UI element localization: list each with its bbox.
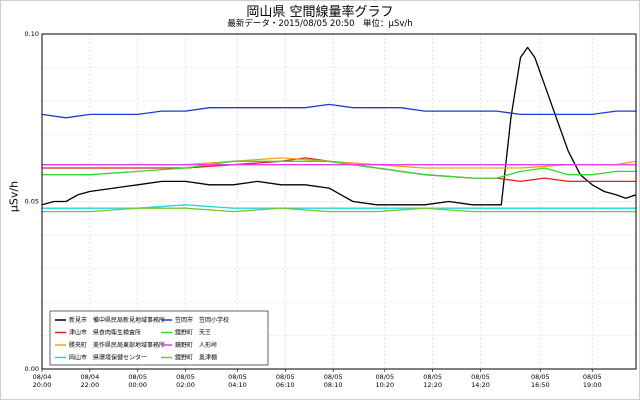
legend-box (49, 310, 269, 366)
x-tick-date: 08/04 (33, 373, 52, 381)
x-tick-time: 14:20 (471, 381, 490, 389)
legend-label: 鏡野町 人形峠 (175, 341, 217, 349)
plot-area-border (41, 33, 637, 370)
x-axis-ticks: 08/0420:0008/0422:0008/0500:0008/0502:00… (33, 369, 602, 389)
x-tick-date: 08/05 (228, 373, 247, 381)
x-tick-time: 10:20 (375, 381, 394, 389)
x-tick-date: 08/05 (176, 373, 195, 381)
x-tick-time: 02:00 (176, 381, 195, 389)
legend-label: 新見市 備中県民局新見地域事務所 (69, 316, 165, 324)
x-tick-time: 12:20 (423, 381, 442, 389)
x-tick-date: 08/05 (324, 373, 343, 381)
x-tick-date: 08/05 (128, 373, 147, 381)
series-line-5 (41, 103, 636, 119)
x-tick-time: 16:50 (531, 381, 550, 389)
x-tick-time: 00:00 (128, 381, 147, 389)
x-tick-time: 19:00 (583, 381, 602, 389)
x-tick-date: 08/05 (276, 373, 295, 381)
legend-label: 岡山市 県環境保健センター (69, 354, 147, 362)
legend-label: 鏡野町 天王 (175, 329, 211, 337)
chart-subtitle: 最新データ・2015/08/05 20:50 単位：μSv/h (227, 19, 413, 29)
legend-label: 鏡野町 奥津棚 (175, 354, 217, 362)
chart-title: 岡山県 空間線量率グラフ (246, 5, 394, 20)
x-tick-date: 08/05 (583, 373, 602, 381)
y-tick-label: 0.05 (25, 198, 39, 206)
legend-label: 勝央町 美作県民局東部地域事務所 (69, 341, 165, 349)
series-line-1 (41, 46, 637, 206)
x-tick-date: 08/04 (80, 373, 99, 381)
series-line-8 (42, 207, 636, 213)
series-lines (41, 46, 637, 213)
x-tick-date: 08/05 (423, 373, 442, 381)
x-tick-date: 08/05 (531, 373, 550, 381)
x-tick-date: 08/05 (375, 373, 394, 381)
legend-label: 笠岡市 笠岡小学校 (175, 316, 229, 324)
x-tick-time: 08:10 (324, 381, 343, 389)
x-tick-time: 06:10 (276, 381, 295, 389)
x-tick-date: 08/05 (471, 373, 490, 381)
y-tick-label: 0.10 (25, 30, 39, 38)
y-axis-ticks: 0.00 0.05 0.10 (25, 30, 39, 373)
legend-label: 津山市 県食肉衛生検査所 (69, 329, 141, 337)
x-tick-time: 22:00 (80, 381, 99, 389)
x-tick-time: 04:10 (228, 381, 247, 389)
grid-lines (42, 34, 636, 369)
x-tick-time: 20:00 (33, 381, 52, 389)
series-line-4 (42, 204, 636, 209)
series-line-6 (42, 160, 636, 179)
y-tick-label: 0.00 (25, 365, 39, 373)
